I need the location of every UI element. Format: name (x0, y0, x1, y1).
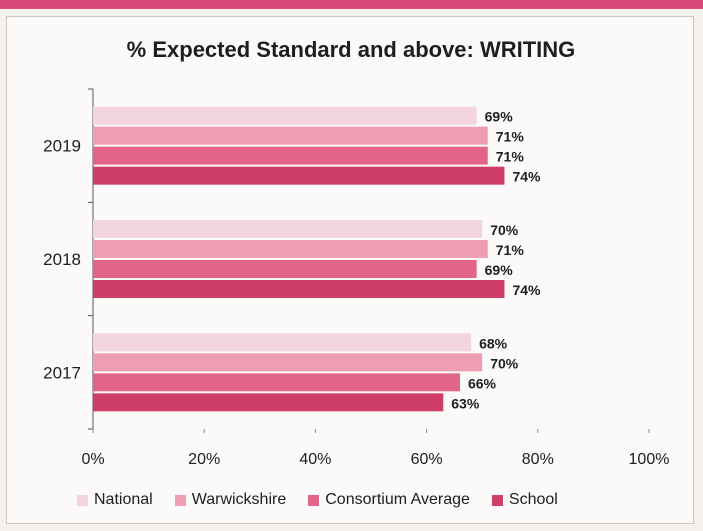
bar-warwickshire-2019 (93, 126, 488, 145)
chart-legend: National Warwickshire Consortium Average Sc… (77, 491, 558, 509)
bar-warwickshire-2017 (93, 353, 483, 372)
bar-school-2019 (93, 166, 505, 185)
legend-item-school: School (491, 491, 558, 509)
data-label-school-2019: 74% (512, 169, 541, 185)
bar-consortium-average-2018 (93, 260, 477, 278)
data-label-warwickshire-2018: 71% (496, 242, 525, 258)
chart-title: % Expected Standard and above: WRITING (126, 37, 576, 62)
data-label-consortium-average-2018: 69% (485, 262, 514, 278)
data-label-school-2017: 63% (451, 395, 480, 411)
x-tick-label: 20% (188, 451, 220, 468)
legend-swatch-school (491, 494, 503, 506)
x-tick-label: 80% (522, 451, 554, 468)
data-label-national-2019: 69% (485, 109, 514, 125)
legend-swatch-national (77, 494, 88, 506)
x-tick-label: 100% (629, 451, 670, 468)
x-tick-label: 40% (299, 451, 331, 468)
bar-national-2017 (93, 333, 472, 352)
top-accent-band (0, 0, 703, 9)
bar-consortium-average-2019 (93, 146, 488, 165)
legend-item-warwickshire: Warwickshire (174, 491, 287, 509)
x-tick-label: 60% (411, 451, 443, 468)
category-label-2019: 2019 (43, 137, 81, 156)
data-label-consortium-average-2019: 71% (496, 149, 525, 165)
chart-frame: % Expected Standard and above: WRITING 2… (6, 16, 694, 524)
bar-school-2017 (93, 393, 444, 412)
bar-chart: 2019 69% 71% 71% 74% 2018 70% 71% 69% 74% 2017 68% 7… (43, 88, 670, 468)
bar-national-2019 (93, 106, 477, 125)
data-label-warwickshire-2019: 71% (496, 129, 525, 145)
data-label-consortium-average-2017: 66% (468, 375, 497, 391)
legend-item-national: National (77, 491, 153, 509)
bar-school-2018 (93, 280, 505, 298)
x-tick-label: 0% (81, 451, 104, 468)
data-label-national-2017: 68% (479, 335, 508, 351)
bar-warwickshire-2018 (93, 240, 488, 258)
bar-consortium-average-2017 (93, 373, 460, 392)
legend-swatch-warwickshire (174, 494, 186, 506)
legend-item-consortium-average: Consortium Average (308, 491, 470, 509)
category-label-2018: 2018 (43, 250, 81, 269)
category-label-2017: 2017 (43, 363, 81, 382)
data-label-warwickshire-2017: 70% (490, 355, 519, 371)
legend-label-consortium-average: Consortium Average (325, 491, 470, 508)
legend-label-national: National (94, 491, 153, 508)
data-label-national-2018: 70% (490, 222, 519, 238)
legend-label-school: School (508, 491, 558, 508)
bar-national-2018 (93, 220, 483, 238)
legend-label-warwickshire: Warwickshire (191, 491, 287, 508)
legend-swatch-consortium-average (308, 494, 320, 506)
data-label-school-2018: 74% (512, 282, 541, 298)
